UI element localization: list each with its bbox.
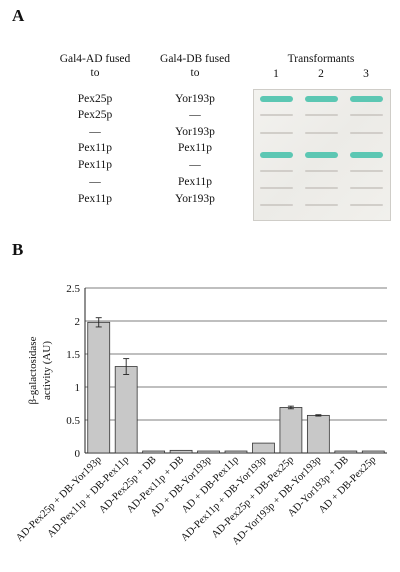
y-tick-label: 0.5 [66,415,80,427]
bar [252,442,275,454]
ad-fusion-cell: Pex11p [77,142,113,154]
db-fusion-cell: — [189,159,201,171]
db-fusion-cell: Pex11p [177,142,213,154]
positive-colony-streak [305,96,338,102]
bar [279,407,303,454]
positive-colony-streak [260,96,293,102]
ad-header: Gal4-AD fused to [40,52,150,80]
bar [197,450,220,454]
transformant-number-2: 2 [318,68,324,80]
y-axis-label-line1: β-galactosidase [27,336,39,404]
negative-colony-streak [350,132,383,134]
transformant-number-1: 1 [273,68,279,80]
negative-colony-streak [305,170,338,172]
ad-fusion-cell: — [89,176,101,188]
negative-colony-streak [305,187,338,189]
yeast-plate-image [253,89,391,221]
bar [334,450,358,454]
positive-colony-streak [305,152,338,158]
negative-colony-streak [260,114,293,116]
panel-b-letter: B [12,240,24,259]
ad-fusion-cell: Pex25p [77,93,113,105]
bar [142,450,166,454]
db-header-line1: Gal4-DB fused [160,53,230,65]
ad-fusion-cell: Pex11p [77,193,113,205]
negative-colony-streak [260,132,293,134]
bar [224,450,248,454]
db-header: Gal4-DB fused to [140,52,250,80]
negative-colony-streak [350,204,383,206]
db-fusion-cell: Pex11p [177,176,213,188]
transformant-number-3: 3 [363,68,369,80]
db-fusion-cell: Yor193p [175,126,215,138]
negative-colony-streak [350,114,383,116]
negative-colony-streak [350,187,383,189]
db-fusion-cell: Yor193p [175,193,215,205]
negative-colony-streak [260,170,293,172]
db-fusion-cell: — [189,109,201,121]
ad-header-line1: Gal4-AD fused [59,53,131,65]
positive-colony-streak [350,96,383,102]
y-tick-label: 2.5 [66,283,80,295]
y-tick-label: 0 [75,448,81,460]
transformants-label: Transformants [287,53,355,65]
bar [169,449,193,454]
beta-galactosidase-bar-chart: 0 0.5 1 1.5 2 2.5 β-galactosidase activity (AU)… [14,283,387,547]
negative-colony-streak [260,187,293,189]
negative-colony-streak [305,204,338,206]
negative-colony-streak [260,204,293,206]
bar [114,366,138,454]
bar [306,414,330,454]
negative-colony-streak [350,170,383,172]
bar [87,321,111,454]
positive-colony-streak [260,152,293,158]
y-tick-label: 1 [75,382,81,394]
db-header-line2: to [190,67,200,79]
positive-colony-streak [350,152,383,158]
y-axis-label-line2: activity (AU) [41,341,53,400]
db-fusion-cell: Yor193p [175,93,215,105]
ad-fusion-cell: — [89,126,101,138]
y-tick-label: 1.5 [66,349,80,361]
ad-fusion-cell: Pex11p [77,159,113,171]
panel-a-letter: A [12,6,25,25]
y-tick-label: 2 [75,316,81,328]
bar [361,450,385,454]
ad-header-line2: to [90,67,100,79]
negative-colony-streak [305,132,338,134]
ad-fusion-cell: Pex25p [77,109,113,121]
negative-colony-streak [305,114,338,116]
